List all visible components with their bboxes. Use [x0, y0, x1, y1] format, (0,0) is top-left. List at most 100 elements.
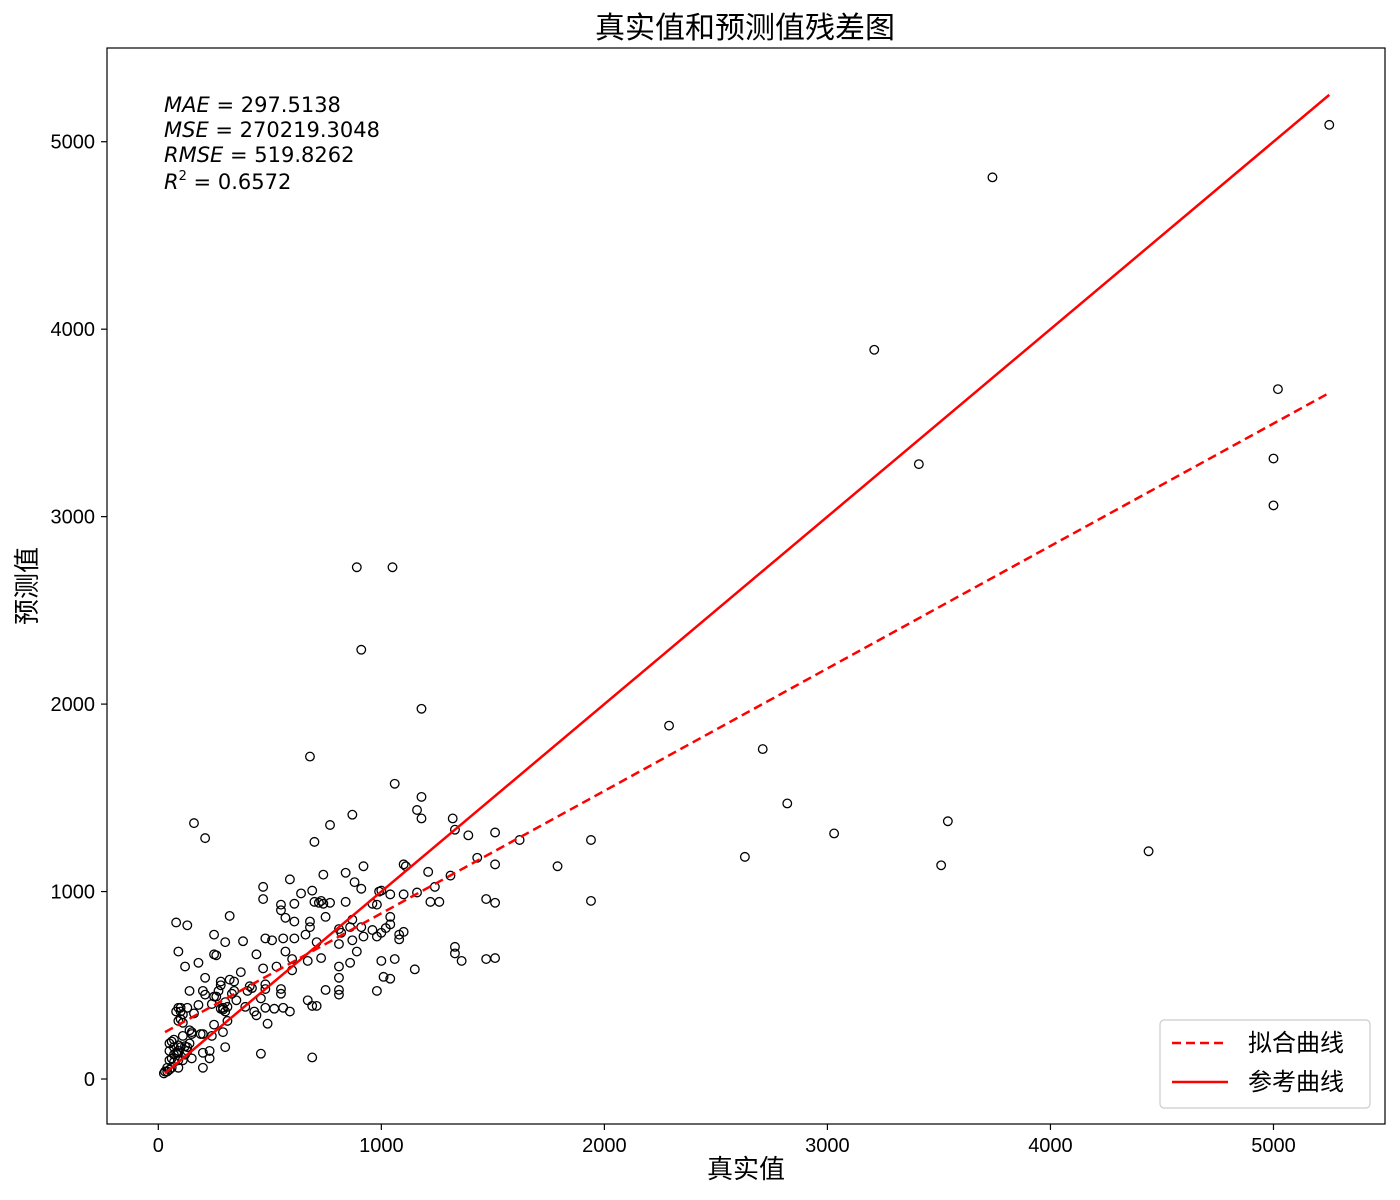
- y-tick-label: 0: [84, 1069, 95, 1091]
- data-point: [166, 1036, 177, 1047]
- data-point: [586, 835, 596, 845]
- data-point: [309, 836, 320, 847]
- data-point: [189, 818, 199, 829]
- data-point: [204, 1045, 215, 1056]
- data-point: [280, 912, 291, 923]
- data-point: [371, 899, 382, 910]
- data-point: [869, 344, 880, 355]
- metrics-annotation: MAE = 297.5138 MSE = 270219.3048 RMSE = …: [164, 93, 380, 194]
- data-point: [387, 562, 398, 573]
- data-point: [481, 954, 492, 964]
- data-point: [251, 949, 262, 960]
- data-point: [193, 957, 204, 968]
- data-point: [1272, 384, 1283, 395]
- data-point: [267, 935, 277, 946]
- data-point: [316, 953, 327, 964]
- data-point: [385, 973, 396, 984]
- r2-superscript: 2: [179, 169, 187, 184]
- data-point: [351, 946, 362, 957]
- data-point: [351, 562, 362, 573]
- data-point: [200, 972, 211, 983]
- legend-box: [1159, 1019, 1371, 1109]
- rmse-label: RMSE: [164, 143, 224, 167]
- y-tick-label: 2000: [51, 694, 96, 716]
- data-point: [189, 1008, 199, 1019]
- data-point: [242, 985, 253, 996]
- data-point: [206, 1030, 217, 1041]
- data-point: [371, 985, 382, 996]
- x-axis-title: 真实值: [707, 1155, 785, 1185]
- chart-title: 真实值和预测值残差图: [595, 11, 895, 46]
- data-point: [235, 967, 246, 978]
- data-point: [334, 985, 344, 995]
- rmse-metric: RMSE = 519.8262: [164, 143, 354, 167]
- data-point: [345, 957, 356, 968]
- data-point: [269, 1003, 280, 1014]
- data-point: [782, 798, 793, 809]
- data-point: [238, 936, 249, 947]
- data-point: [449, 824, 460, 835]
- data-point: [309, 896, 320, 907]
- legend-reference-label: 参考曲线: [1248, 1068, 1344, 1096]
- mse-label: MSE: [164, 118, 209, 142]
- data-point: [385, 889, 396, 900]
- data-point: [258, 963, 269, 974]
- data-point: [394, 934, 405, 945]
- data-point: [184, 985, 195, 996]
- data-point: [180, 961, 191, 972]
- data-point: [1268, 500, 1279, 511]
- data-point: [757, 744, 768, 755]
- data-point: [220, 937, 231, 948]
- data-point: [398, 859, 409, 870]
- data-point: [490, 827, 501, 838]
- data-point: [164, 1038, 175, 1049]
- data-point: [300, 929, 311, 940]
- data-point: [340, 896, 351, 907]
- data-point: [334, 989, 344, 1000]
- data-point: [209, 929, 220, 940]
- data-point: [398, 889, 409, 900]
- data-point: [173, 946, 184, 957]
- mse-metric: MSE = 270219.3048: [164, 118, 380, 142]
- data-point: [276, 899, 286, 910]
- data-point: [378, 971, 389, 982]
- data-point: [389, 954, 400, 964]
- data-point: [463, 830, 474, 841]
- data-point: [334, 924, 344, 934]
- x-tick-label: 2000: [582, 1135, 627, 1157]
- data-point: [311, 1000, 322, 1011]
- data-point: [213, 985, 224, 996]
- data-point: [302, 995, 313, 1006]
- data-point: [197, 985, 208, 996]
- plot-area: [106, 47, 1386, 1125]
- data-point: [307, 1052, 318, 1063]
- data-point: [942, 816, 953, 827]
- data-point: [296, 888, 306, 899]
- data-point: [449, 941, 460, 952]
- data-point: [318, 898, 329, 909]
- data-point: [481, 894, 492, 905]
- data-point: [1324, 119, 1335, 130]
- data-point: [209, 949, 220, 960]
- data-point: [416, 703, 427, 714]
- data-point: [197, 1047, 208, 1058]
- legend-fit-label: 拟合曲线: [1248, 1029, 1344, 1057]
- r2-label: R: [164, 170, 179, 194]
- data-point: [164, 1045, 175, 1056]
- data-point: [829, 828, 840, 839]
- data-point: [171, 1006, 182, 1017]
- data-point: [334, 939, 344, 949]
- mse-value: 270219.3048: [240, 118, 380, 142]
- data-point: [316, 895, 327, 906]
- y-axis-title: 预测值: [13, 547, 43, 625]
- data-point: [356, 644, 367, 655]
- data-point: [313, 897, 324, 908]
- data-point: [184, 1025, 195, 1036]
- data-point: [305, 922, 315, 933]
- x-axis: 0 1000 2000 3000 4000 5000: [153, 1124, 1296, 1157]
- data-point: [449, 948, 460, 959]
- data-point: [240, 1001, 251, 1012]
- data-point: [358, 931, 369, 942]
- data-point: [289, 916, 300, 927]
